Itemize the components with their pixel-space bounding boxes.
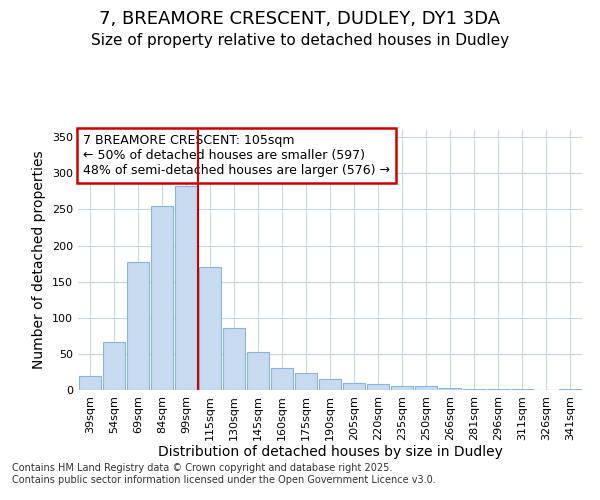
Bar bbox=[199, 267, 221, 390]
Bar bbox=[295, 374, 317, 390]
Bar bbox=[271, 368, 293, 390]
Bar bbox=[439, 388, 461, 390]
Bar bbox=[127, 262, 149, 390]
Bar bbox=[319, 379, 341, 390]
Bar bbox=[463, 388, 485, 390]
Text: 7 BREAMORE CRESCENT: 105sqm
← 50% of detached houses are smaller (597)
48% of se: 7 BREAMORE CRESCENT: 105sqm ← 50% of det… bbox=[83, 134, 390, 177]
Bar bbox=[175, 186, 197, 390]
Bar bbox=[343, 383, 365, 390]
Bar bbox=[79, 376, 101, 390]
Bar bbox=[103, 342, 125, 390]
Bar bbox=[247, 352, 269, 390]
Bar bbox=[151, 206, 173, 390]
Bar bbox=[367, 384, 389, 390]
X-axis label: Distribution of detached houses by size in Dudley: Distribution of detached houses by size … bbox=[158, 446, 502, 460]
Bar bbox=[223, 328, 245, 390]
Text: Size of property relative to detached houses in Dudley: Size of property relative to detached ho… bbox=[91, 32, 509, 48]
Text: Contains HM Land Registry data © Crown copyright and database right 2025.
Contai: Contains HM Land Registry data © Crown c… bbox=[12, 464, 436, 485]
Bar bbox=[559, 388, 581, 390]
Y-axis label: Number of detached properties: Number of detached properties bbox=[32, 150, 46, 370]
Text: 7, BREAMORE CRESCENT, DUDLEY, DY1 3DA: 7, BREAMORE CRESCENT, DUDLEY, DY1 3DA bbox=[100, 10, 500, 28]
Bar bbox=[415, 386, 437, 390]
Bar bbox=[391, 386, 413, 390]
